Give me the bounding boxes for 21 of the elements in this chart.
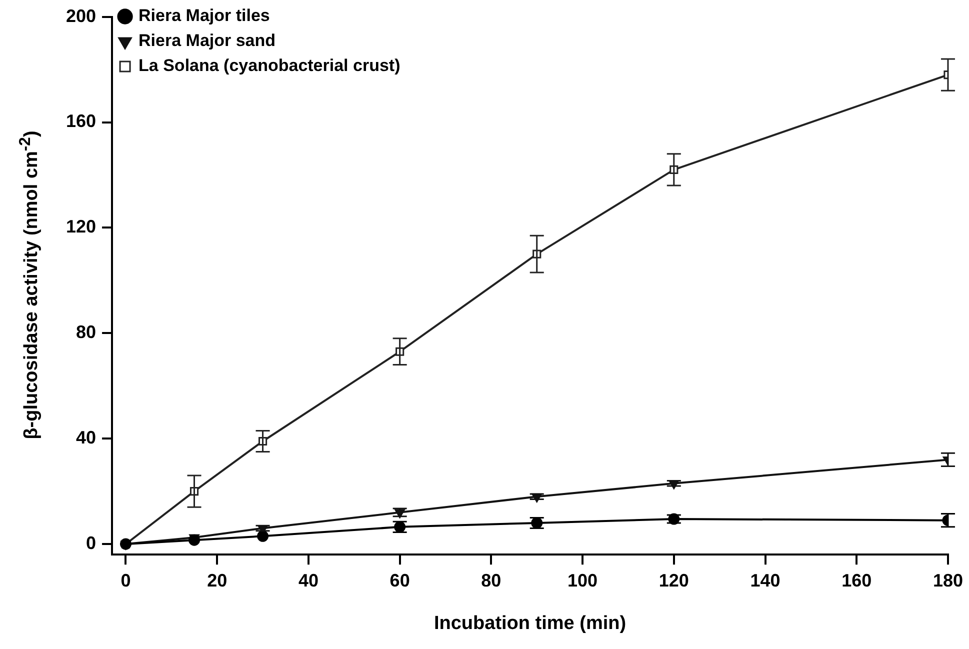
x-tick-label: 0 — [120, 570, 131, 590]
y-tick-label: 40 — [76, 428, 96, 448]
y-tick-label: 160 — [66, 111, 96, 132]
x-tick-label: 100 — [568, 570, 598, 590]
x-axis-title: Incubation time (min) — [434, 612, 626, 634]
point — [257, 530, 269, 542]
y-tick-label: 120 — [66, 216, 96, 237]
y-tick-label: 0 — [86, 533, 96, 554]
x-tick-label: 180 — [932, 570, 964, 590]
y-tick-label: 80 — [76, 322, 96, 342]
legend-label: Riera Major sand — [138, 31, 276, 50]
x-tick-label: 120 — [658, 570, 689, 590]
x-tick-label: 80 — [481, 570, 502, 590]
x-tick-label: 60 — [390, 570, 410, 590]
x-tick-label: 140 — [750, 570, 780, 590]
x-tick-label: 20 — [207, 570, 228, 590]
legend-label: La Solana (cyanobacterial crust) — [138, 56, 400, 76]
x-tick-label: 40 — [298, 570, 318, 590]
legend-label: Riera Major tiles — [138, 6, 270, 26]
x-tick-label: 160 — [842, 570, 872, 590]
y-tick-label: 200 — [66, 6, 96, 26]
